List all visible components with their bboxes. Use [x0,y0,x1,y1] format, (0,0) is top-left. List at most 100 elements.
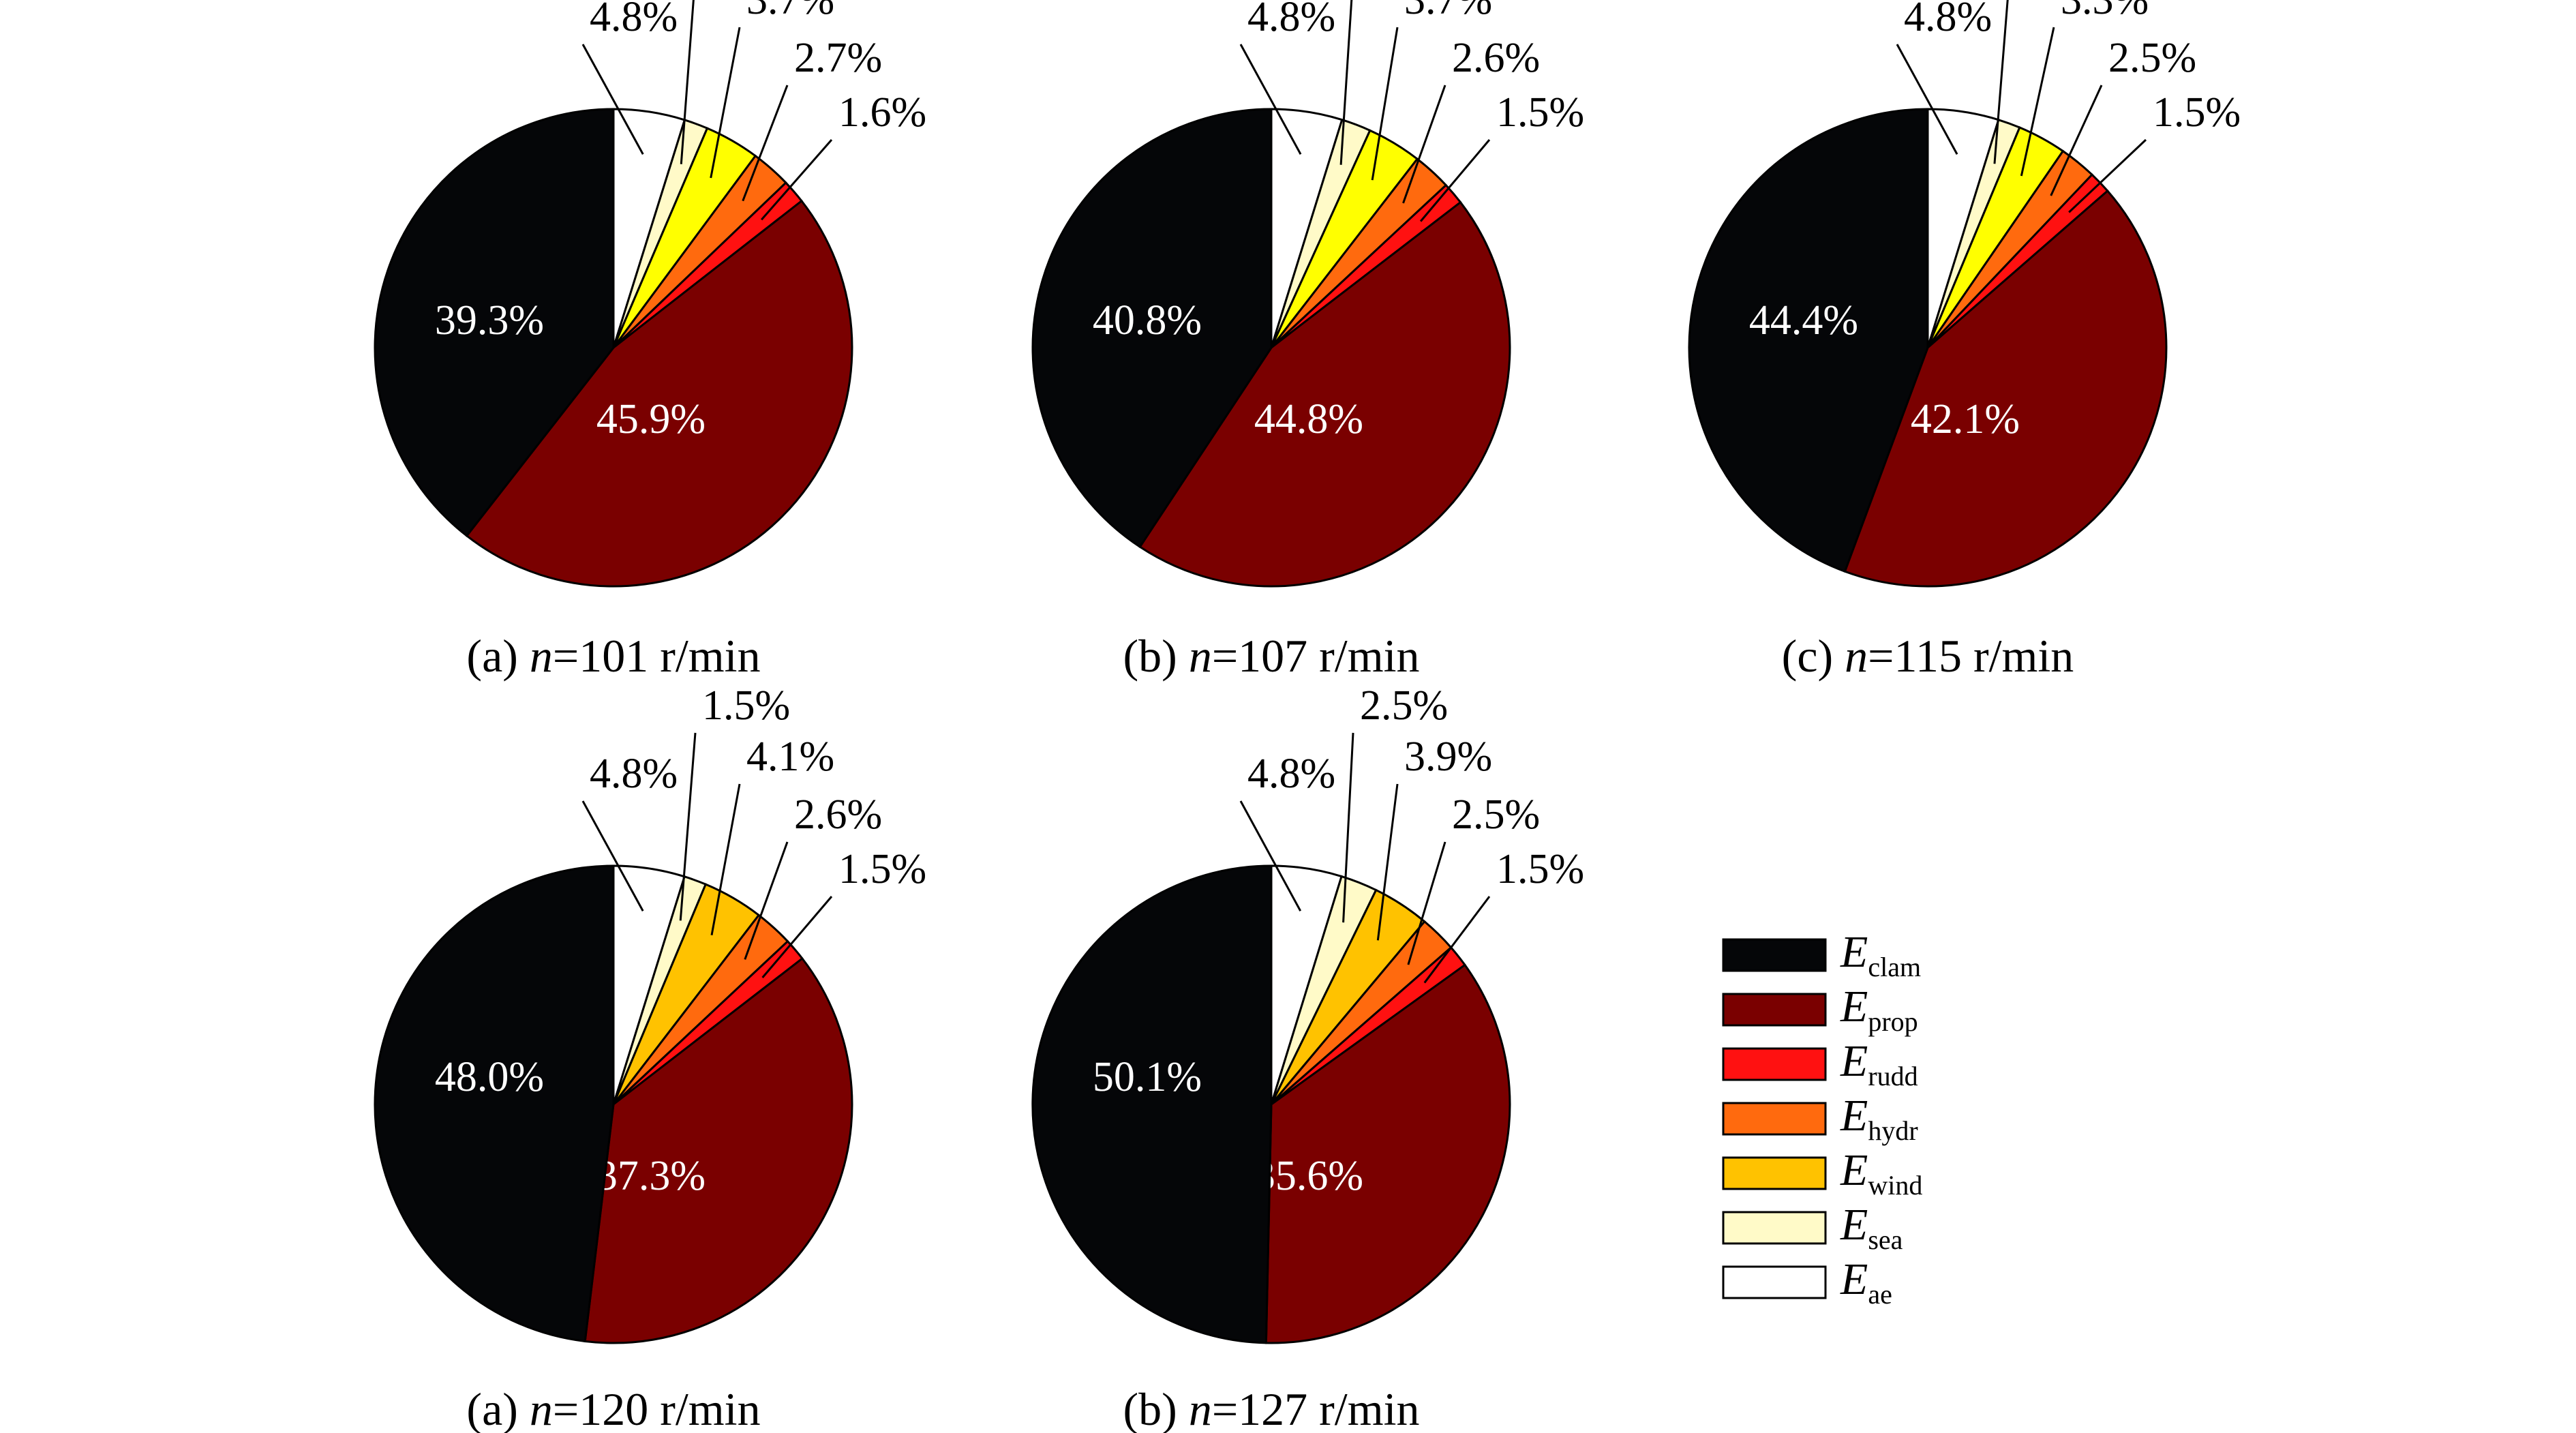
slice-label-prop: 35.6% [1254,1153,1363,1199]
legend-item-hydr: Ehydr [1722,1091,1918,1146]
chart-caption: (b) n=127 r/min [1123,1383,1420,1433]
slice-label-wind: 3.7% [1404,0,1492,23]
slice-label-hydr: 2.5% [1452,791,1540,838]
legend-item-wind: Ewind [1722,1145,1922,1201]
legend-swatch-rudd [1722,1047,1827,1081]
leader-line-hydr [1402,85,1446,204]
pie-slice-prop [584,956,853,1344]
pie-chart-1: 4.8%1.6%3.7%2.7%1.6%45.9%39.3%(a) n=101 … [374,0,926,682]
slice-label-hydr: 2.5% [2108,35,2196,81]
legend-swatch-clam [1722,938,1827,972]
leader-line-sea [1342,732,1354,923]
legend-item-clam: Eclam [1722,927,1921,982]
pie-chart-4: 4.8% 1.5% 4.1% 2.6% 1.5% 37.3% 48.0% (a) n=120 … [374,682,926,1433]
leader-line-ae [581,44,644,155]
legend-label-hydr: Ehydr [1840,1091,1918,1146]
slice-label-wind: 3.3% [2061,0,2149,23]
leader-line-rudd [761,896,833,978]
leader-line-ae [581,800,644,911]
slice-label-rudd: 1.5% [1496,89,1584,136]
slice-label-ae: 4.8% [590,0,678,40]
pie-chart-5: 4.8% 2.5% 3.9% 2.5% 1.5% 35.6% 50.1% (b) n=127 … [1031,682,1584,1433]
pie-slice-prop [1843,189,2168,588]
leader-line-ae [1896,44,1958,155]
slice-label-clam: 50.1% [1093,1054,1202,1100]
pie-slice-clam [374,864,615,1343]
slice-label-ae: 4.8% [1247,0,1335,40]
leader-line-sea [1993,0,2009,164]
pie-charts-group: 4.8%1.6%3.7%2.7%1.6%45.9%39.3%(a) n=101 … [374,0,2241,1433]
leader-line-hydr [1407,841,1446,965]
slice-label-prop: 37.3% [596,1153,706,1199]
slice-label-rudd: 1.5% [1496,846,1584,892]
leader-line-wind [710,27,741,179]
chart-caption: (c) n=115 r/min [1782,630,2074,682]
leader-line-rudd [760,139,833,221]
slice-label-ae: 4.8% [1904,0,1992,40]
pie-slice-prop [465,199,853,588]
slice-label-hydr: 2.7% [794,35,882,81]
leader-line-wind [1371,27,1399,181]
pie-chart-3: 4.8%1.5%3.3%2.5%1.5%42.1%44.4%(c) n=115 … [1688,0,2241,682]
legend-swatch-sea [1722,1211,1827,1245]
legend-label-sea: Esea [1840,1200,1903,1255]
slice-label-prop: 45.9% [596,396,706,442]
slice-label-clam: 48.0% [435,1054,544,1100]
legend-label-wind: Ewind [1840,1145,1922,1201]
leader-line-hydr [2050,85,2103,196]
leader-line-sea [1339,0,1353,165]
legend-item-rudd: Erudd [1722,1036,1918,1091]
slice-label-rudd: 1.5% [2153,89,2241,136]
leader-line-wind [2020,27,2055,177]
slice-label-prop: 44.8% [1254,396,1363,442]
slice-label-clam: 40.8% [1093,297,1202,344]
leader-line-wind [1376,783,1399,941]
chart-caption: (a) n=120 r/min [466,1383,760,1433]
pie-slice-prop [1138,200,1511,588]
pie-slice-clam [374,108,615,538]
slice-label-hydr: 2.6% [794,791,882,838]
slice-label-hydr: 2.6% [1452,35,1540,81]
slice-label-ae: 4.8% [1247,751,1335,797]
legend-item-prop: Eprop [1722,982,1918,1037]
chart-caption: (a) n=101 r/min [466,630,760,682]
slice-label-prop: 42.1% [1911,396,2020,442]
leader-line-sea [680,0,695,164]
leader-line-rudd [1419,139,1491,222]
legend-label-prop: Eprop [1840,982,1918,1037]
slice-label-wind: 4.1% [746,734,834,780]
slice-label-rudd: 1.5% [838,846,926,892]
leader-line-wind [710,783,741,936]
leader-line-ae [1239,800,1302,911]
slice-label-ae: 4.8% [590,751,678,797]
legend-label-ae: Eae [1840,1254,1892,1310]
slice-label-clam: 39.3% [435,297,544,344]
leader-line-rudd [1423,896,1491,984]
leader-line-hydr [742,85,789,202]
legend-label-rudd: Erudd [1840,1036,1918,1091]
legend-item-ae: Eae [1722,1254,1892,1310]
slice-label-wind: 3.7% [746,0,834,23]
pie-slice-clam [1688,108,1929,573]
legend-swatch-prop [1722,993,1827,1027]
legend-swatch-ae [1722,1265,1827,1299]
pie-slice-prop [1264,963,1511,1344]
legend-swatch-wind [1722,1156,1827,1190]
legend-swatch-hydr [1722,1102,1827,1136]
pie-chart-2: 4.8%2.0%3.7%2.6%1.5%44.8%40.8%(b) n=107 … [1031,0,1584,682]
chart-caption: (b) n=107 r/min [1123,630,1420,682]
legend-label-clam: Eclam [1840,927,1921,982]
slice-label-sea: 1.5% [702,682,790,729]
slice-label-wind: 3.9% [1404,734,1492,780]
slice-label-rudd: 1.6% [838,89,926,136]
slice-label-clam: 44.4% [1749,297,1858,344]
slice-label-sea: 2.5% [1360,682,1448,729]
pie-slice-clam [1031,864,1273,1344]
pie-slice-clam [1031,108,1273,549]
leader-line-ae [1239,44,1302,155]
leader-line-rudd [2068,138,2147,213]
legend-item-sea: Esea [1722,1200,1903,1255]
leader-line-sea [679,732,697,921]
